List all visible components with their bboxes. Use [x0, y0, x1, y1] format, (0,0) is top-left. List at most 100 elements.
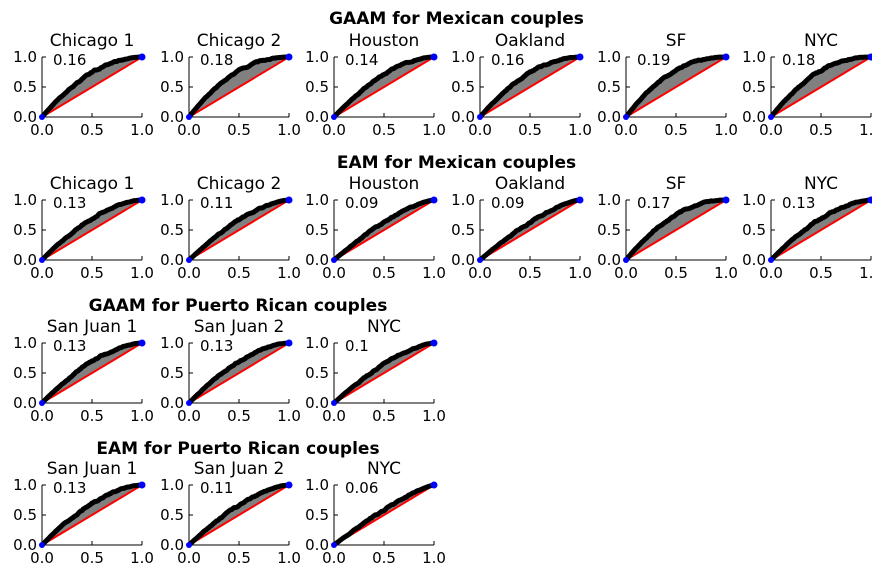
x-tick-label: 1.0: [859, 264, 872, 282]
end-point: [138, 196, 146, 204]
lorenz-panel: Houston 0.0 0.5 1.0 0.0 0.5 1.0 0.09: [305, 174, 446, 282]
gini-value-label: 0.13: [53, 479, 86, 497]
start-point: [768, 114, 774, 120]
lorenz-curve: [623, 197, 729, 263]
gini-value-label: 0.13: [782, 194, 815, 212]
x-tick-label: 0.0: [177, 121, 201, 139]
lorenz-panel: Chicago 1 0.0 0.5 1.0 0.0 0.5 1.0 0.16: [13, 31, 154, 139]
lorenz-panel: San Juan 2 0.0 0.5 1.0 0.0 0.5 1.0 0.13: [160, 317, 301, 425]
y-tick-label: 1.0: [13, 191, 37, 209]
x-tick-label: 1.0: [714, 264, 738, 282]
x-tick-label: 0.0: [468, 264, 492, 282]
start-point: [39, 114, 45, 120]
y-tick-label: 1.0: [305, 191, 329, 209]
x-tick-label: 0.0: [30, 121, 54, 139]
y-tick-label: 1.0: [305, 334, 329, 352]
y-tick-label: 0.5: [305, 78, 329, 96]
equality-line: [333, 56, 435, 118]
x-tick-label: 0.5: [227, 407, 251, 425]
lorenz-curve: [768, 197, 872, 263]
y-tick-label: 1.0: [160, 334, 184, 352]
x-tick-label: 0.5: [372, 407, 396, 425]
panel-title: SF: [666, 31, 687, 51]
y-tick-label: 0.0: [13, 251, 37, 269]
lorenz-panel: Houston 0.0 0.5 1.0 0.0 0.5 1.0 0.14: [305, 31, 446, 139]
x-tick-label: 0.0: [177, 549, 201, 567]
x-tick-label: 0.5: [518, 264, 542, 282]
lorenz-curve: [39, 340, 145, 406]
gini-value-label: 0.09: [491, 194, 524, 212]
lorenz-curve: [623, 54, 729, 120]
y-tick-label: 0.5: [597, 221, 621, 239]
y-tick-label: 0.0: [160, 394, 184, 412]
y-tick-label: 1.0: [305, 48, 329, 66]
gini-value-label: 0.1: [345, 337, 369, 355]
panel-title: Houston: [349, 31, 420, 51]
end-point: [138, 339, 146, 347]
end-point: [430, 196, 438, 204]
y-tick-label: 0.0: [597, 251, 621, 269]
gini-value-label: 0.14: [345, 51, 378, 69]
panel-title: Oakland: [495, 174, 565, 194]
x-tick-label: 1.0: [277, 264, 301, 282]
start-point: [186, 114, 192, 120]
x-tick-label: 0.0: [177, 264, 201, 282]
x-tick-label: 0.5: [227, 121, 251, 139]
lorenz-panel: San Juan 2 0.0 0.5 1.0 0.0 0.5 1.0 0.11: [160, 459, 301, 567]
equality-line: [333, 199, 435, 261]
x-tick-label: 1.0: [130, 407, 154, 425]
x-tick-label: 1.0: [277, 121, 301, 139]
end-point: [867, 196, 872, 204]
lorenz-panel: NYC 0.0 0.5 1.0 0.0 0.5 1.0 0.18: [742, 31, 872, 139]
panel-title: San Juan 2: [194, 317, 285, 337]
group-title: GAAM for Puerto Rican couples: [89, 296, 388, 316]
y-tick-label: 0.0: [742, 251, 766, 269]
y-tick-label: 0.5: [160, 506, 184, 524]
x-tick-label: 0.5: [80, 121, 104, 139]
start-point: [39, 400, 45, 406]
lorenz-panel: Chicago 2 0.0 0.5 1.0 0.0 0.5 1.0 0.18: [160, 31, 301, 139]
y-tick-label: 0.5: [742, 78, 766, 96]
y-tick-label: 0.5: [160, 78, 184, 96]
panel-title: Chicago 2: [197, 31, 282, 51]
x-tick-label: 1.0: [277, 407, 301, 425]
x-tick-label: 1.0: [422, 407, 446, 425]
x-tick-label: 0.5: [227, 549, 251, 567]
y-tick-label: 0.0: [13, 108, 37, 126]
end-point: [430, 339, 438, 347]
x-tick-label: 0.5: [227, 264, 251, 282]
start-point: [186, 257, 192, 263]
gini-value-label: 0.11: [200, 194, 233, 212]
y-tick-label: 0.0: [160, 251, 184, 269]
y-tick-label: 1.0: [597, 48, 621, 66]
equality-line: [770, 56, 872, 118]
end-point: [722, 53, 730, 61]
lorenz-curve: [186, 54, 292, 120]
panel-title: San Juan 1: [47, 317, 138, 337]
panel-title: Chicago 1: [50, 31, 135, 51]
x-tick-label: 1.0: [422, 121, 446, 139]
end-point: [576, 53, 584, 61]
group-title: GAAM for Mexican couples: [329, 9, 584, 29]
gini-value-label: 0.19: [637, 51, 670, 69]
lorenz-curve: [768, 54, 872, 120]
start-point: [331, 257, 337, 263]
y-tick-label: 0.5: [451, 221, 475, 239]
y-tick-label: 0.0: [305, 394, 329, 412]
start-point: [39, 257, 45, 263]
gini-value-label: 0.06: [345, 479, 378, 497]
start-point: [477, 114, 483, 120]
gini-value-label: 0.18: [782, 51, 815, 69]
y-tick-label: 1.0: [597, 191, 621, 209]
panel-title: SF: [666, 174, 687, 194]
x-tick-label: 1.0: [130, 121, 154, 139]
end-point: [867, 53, 872, 61]
y-tick-label: 0.0: [451, 251, 475, 269]
lorenz-curve: [186, 197, 292, 263]
x-tick-label: 0.0: [759, 264, 783, 282]
x-tick-label: 0.5: [664, 121, 688, 139]
y-tick-label: 1.0: [160, 476, 184, 494]
y-tick-label: 0.5: [597, 78, 621, 96]
lorenz-panel: Chicago 2 0.0 0.5 1.0 0.0 0.5 1.0 0.11: [160, 174, 301, 282]
gini-value-label: 0.16: [491, 51, 524, 69]
